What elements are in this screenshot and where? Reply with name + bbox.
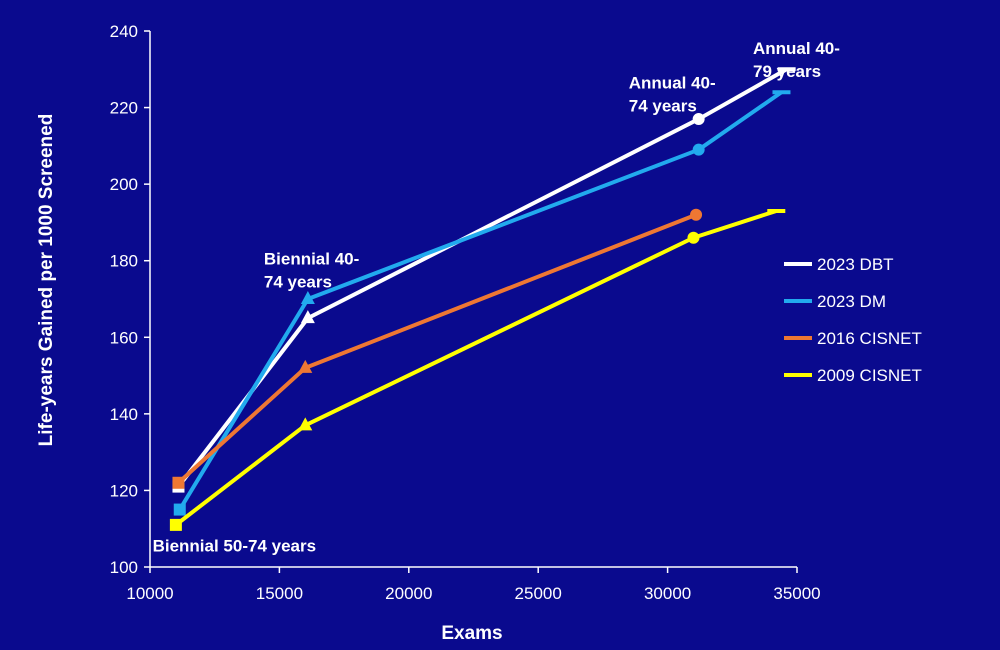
annotation-line: Annual 40- <box>629 73 716 92</box>
annotation-label: Biennial 50-74 years <box>153 537 316 556</box>
annotation-line: Biennial 40- <box>264 250 359 269</box>
annotation-line: Annual 40- <box>753 39 840 58</box>
data-point-triangle <box>298 359 313 373</box>
legend: 2023 DBT 2023 DM 2016 CISNET 2009 CISNET <box>784 255 922 385</box>
data-point-triangle <box>298 417 313 431</box>
annotations: Biennial 50-74 years Biennial 40- 74 years… <box>153 39 840 556</box>
data-point-circle <box>692 143 705 156</box>
legend-label: 2009 CISNET <box>817 366 922 385</box>
series <box>169 208 786 531</box>
y-tick-label: 160 <box>110 328 138 347</box>
x-tick-label: 35000 <box>773 584 820 603</box>
series <box>172 208 703 489</box>
x-tick-label: 10000 <box>126 584 173 603</box>
y-tick-label: 140 <box>110 405 138 424</box>
legend-item: 2023 DM <box>784 292 886 311</box>
data-point-circle <box>692 113 705 126</box>
annotation-line: 74 years <box>264 272 332 291</box>
y-axis-title: Life-years Gained per 1000 Screened <box>36 114 57 447</box>
series <box>173 90 791 516</box>
y-tick-label: 120 <box>110 481 138 500</box>
series-line <box>178 90 783 511</box>
legend-item: 2023 DBT <box>784 255 894 274</box>
data-point-circle <box>687 231 700 244</box>
data-point-circle <box>690 208 703 221</box>
axes: 100 120 140 160 180 200 220 240 10000 15000 20000 2… <box>110 22 821 603</box>
legend-label: 2016 CISNET <box>817 329 922 348</box>
y-tick-label: 200 <box>110 175 138 194</box>
annotation-line: Biennial 50-74 years <box>153 537 316 556</box>
annotation-label: Biennial 40- 74 years <box>264 250 359 292</box>
annotation-label: Annual 40- 79 years <box>753 39 840 81</box>
x-axis-title: Exams <box>441 623 502 644</box>
legend-item: 2009 CISNET <box>784 366 922 385</box>
legend-item: 2016 CISNET <box>784 329 922 348</box>
y-tick-label: 220 <box>110 99 138 118</box>
data-point-square <box>173 503 186 516</box>
data-point-triangle <box>300 310 315 324</box>
x-tick-label: 20000 <box>385 584 432 603</box>
data-point-triangle <box>300 291 315 304</box>
x-tick-label: 30000 <box>644 584 691 603</box>
y-tick-label: 240 <box>110 22 138 41</box>
data-point-square <box>169 518 182 531</box>
x-tick-label: 25000 <box>515 584 562 603</box>
data-point-square <box>172 476 185 489</box>
series-line <box>174 209 777 527</box>
series-group <box>169 67 796 531</box>
y-tick-label: 180 <box>110 252 138 271</box>
legend-label: 2023 DM <box>817 292 886 311</box>
legend-label: 2023 DBT <box>817 255 894 274</box>
annotation-label: Annual 40- 74 years <box>629 73 716 115</box>
y-tick-label: 100 <box>110 558 138 577</box>
annotation-line: 74 years <box>629 96 697 115</box>
annotation-line: 79 years <box>753 62 821 81</box>
x-tick-label: 15000 <box>256 584 303 603</box>
